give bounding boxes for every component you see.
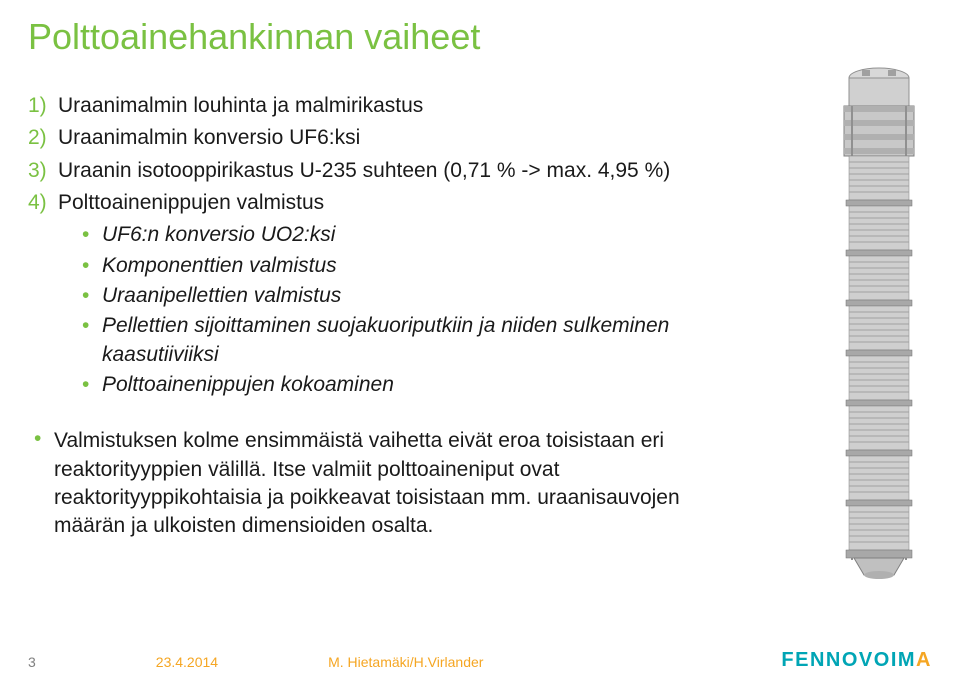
page-number: 3 bbox=[28, 654, 36, 670]
sub-item: Uraanipellettien valmistus bbox=[82, 282, 718, 310]
footer-date: 23.4.2014 bbox=[156, 654, 218, 670]
sub-item: Komponenttien valmistus bbox=[82, 252, 718, 280]
list-text: Uraanin isotooppirikastus U-235 suhteen … bbox=[58, 159, 670, 182]
reactor-illustration bbox=[824, 60, 934, 580]
sub-item: Pellettien sijoittaminen suojakuoriputki… bbox=[82, 312, 718, 369]
main-list: 1) Uraanimalmin louhinta ja malmirikastu… bbox=[28, 92, 718, 399]
list-number: 4) bbox=[28, 189, 47, 217]
fuel-segments bbox=[846, 156, 912, 550]
footer-author: M. Hietamäki/H.Virlander bbox=[328, 654, 483, 670]
list-text: Uraanimalmin konversio UF6:ksi bbox=[58, 126, 360, 149]
sub-list: UF6:n konversio UO2:ksi Komponenttien va… bbox=[82, 221, 718, 399]
paragraph-block: Valmistuksen kolme ensimmäistä vaihetta … bbox=[28, 427, 718, 540]
brand-accent: A bbox=[916, 649, 932, 671]
content-area: 1) Uraanimalmin louhinta ja malmirikastu… bbox=[28, 92, 718, 541]
brand-main: FENNOVOIM bbox=[781, 649, 916, 671]
sub-item: UF6:n konversio UO2:ksi bbox=[82, 221, 718, 249]
footer: 3 23.4.2014 M. Hietamäki/H.Virlander FEN… bbox=[28, 654, 932, 670]
sub-item: Polttoainenippujen kokoaminen bbox=[82, 371, 718, 399]
list-item-4: 4) Polttoainenippujen valmistus UF6:n ko… bbox=[28, 189, 718, 399]
list-number: 2) bbox=[28, 124, 47, 152]
list-number: 3) bbox=[28, 157, 47, 185]
list-number: 1) bbox=[28, 92, 47, 120]
slide-title: Polttoainehankinnan vaiheet bbox=[28, 16, 480, 58]
list-item-1: 1) Uraanimalmin louhinta ja malmirikastu… bbox=[28, 92, 718, 120]
list-text: Polttoainenippujen valmistus bbox=[58, 191, 324, 214]
list-item-2: 2) Uraanimalmin konversio UF6:ksi bbox=[28, 124, 718, 152]
list-text: Uraanimalmin louhinta ja malmirikastus bbox=[58, 94, 423, 117]
paragraph-text: Valmistuksen kolme ensimmäistä vaihetta … bbox=[54, 427, 718, 540]
brand-logo: FENNOVOIMA bbox=[781, 649, 932, 672]
list-item-3: 3) Uraanin isotooppirikastus U-235 suhte… bbox=[28, 157, 718, 185]
